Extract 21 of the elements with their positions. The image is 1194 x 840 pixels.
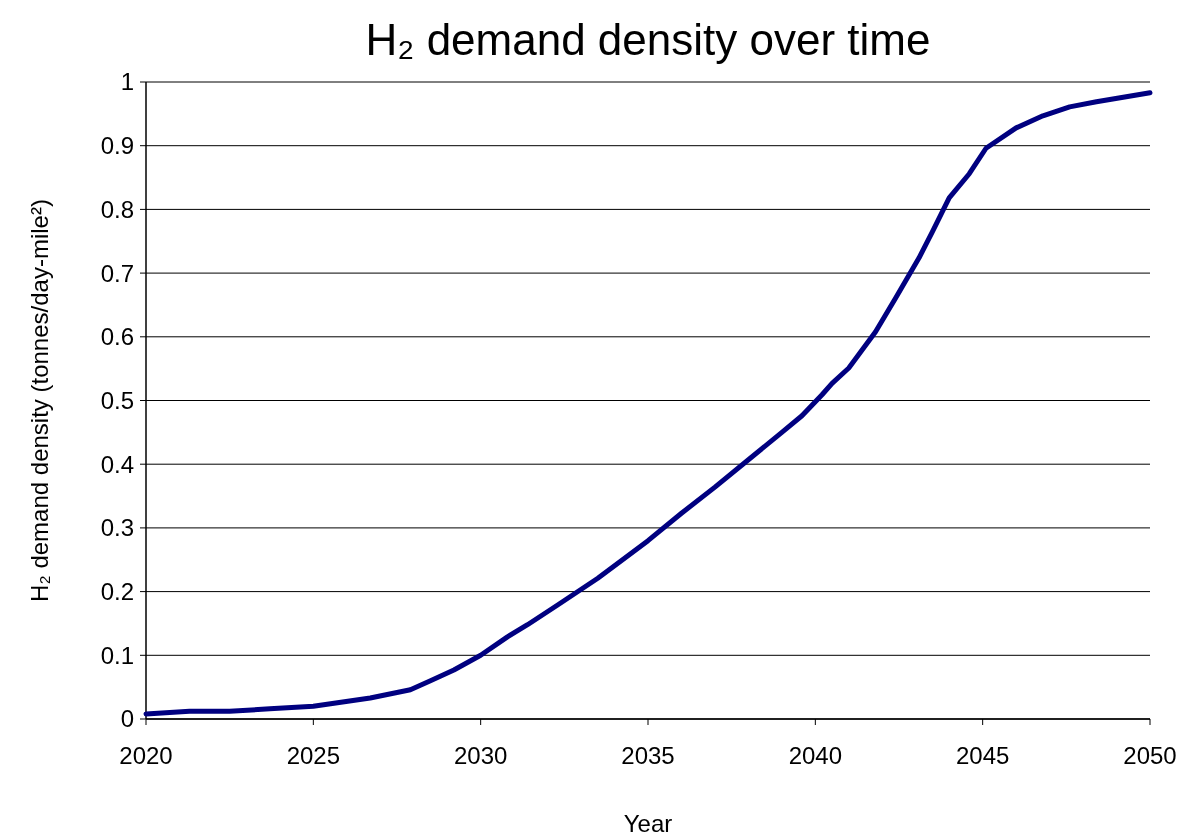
y-tick-label: 0.5: [100, 386, 134, 414]
x-tick-label: 2045: [955, 742, 1010, 769]
x-tick-label: 2035: [621, 742, 675, 769]
chart-title: H₂ demand density over time: [365, 15, 931, 64]
x-tick-label: 2020: [119, 742, 173, 769]
y-tick-label: 0: [120, 705, 134, 733]
y-tick-label: 0.9: [100, 132, 134, 160]
x-tick-label: 2040: [788, 742, 843, 769]
y-axis-title: H₂ demand density (tonnes/day-mile²): [26, 199, 53, 602]
y-tick-label: 0.4: [100, 450, 134, 478]
y-tick-label: 0.8: [100, 195, 134, 223]
y-tick-label: 1: [120, 68, 134, 96]
y-tick-label: 0.2: [100, 578, 134, 605]
y-tick-label: 0.7: [100, 259, 134, 287]
y-tick-label: 0.6: [100, 323, 134, 351]
x-tick-label: 2025: [286, 742, 341, 769]
y-tick-label: 0.1: [100, 641, 134, 669]
x-tick-label: 2050: [1123, 742, 1177, 769]
x-tick-label: 2030: [453, 742, 508, 769]
y-tick-label: 0.3: [100, 514, 134, 542]
x-axis-title: Year: [623, 810, 673, 837]
